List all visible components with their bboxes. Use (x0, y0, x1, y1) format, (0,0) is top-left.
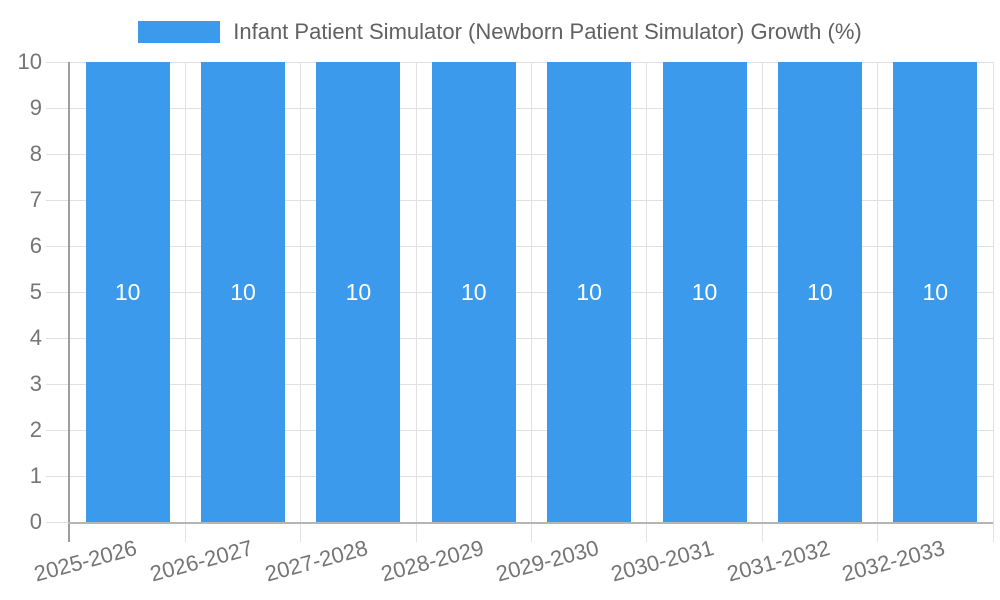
bar-value-label: 10 (807, 278, 833, 305)
bar[interactable]: 10 (201, 62, 286, 522)
y-tick-label: 6 (29, 233, 42, 258)
bar-value-label: 10 (230, 278, 256, 305)
x-tick-label: 2032-2033 (839, 535, 948, 587)
gridline-horizontal (46, 61, 993, 63)
y-tick-label: 3 (29, 371, 42, 396)
gridline-horizontal (46, 153, 993, 155)
legend-item[interactable]: Infant Patient Simulator (Newborn Patien… (0, 19, 1000, 45)
x-tick-label: 2031-2032 (724, 535, 833, 587)
y-tick-label: 2 (29, 417, 42, 442)
gridline-vertical (992, 62, 994, 542)
y-tick-label: 4 (29, 325, 42, 350)
bar[interactable]: 10 (547, 62, 632, 522)
x-axis-line (68, 522, 993, 524)
y-tick-label: 1 (29, 463, 42, 488)
bar[interactable]: 10 (85, 62, 170, 522)
bar-value-label: 10 (461, 278, 487, 305)
bar-value-label: 10 (922, 278, 949, 305)
x-tick-label: 2029-2030 (493, 535, 602, 587)
gridline-horizontal (46, 429, 993, 431)
y-tick-label: 8 (29, 141, 42, 166)
x-tick-label: 2028-2029 (377, 535, 487, 587)
gridline-horizontal (46, 475, 993, 477)
gridline-horizontal (46, 337, 993, 339)
gridline-vertical (761, 62, 763, 542)
bar-value-label: 10 (691, 278, 718, 305)
x-tick-label: 2025-2026 (31, 535, 140, 587)
bar[interactable]: 10 (431, 62, 516, 522)
y-axis-line (68, 62, 70, 542)
bar[interactable]: 10 (777, 62, 862, 522)
y-tick-label: 0 (29, 509, 42, 534)
bar-value-label: 10 (345, 278, 372, 305)
x-tick-label: 2030-2031 (608, 535, 717, 587)
y-tick-label: 10 (17, 49, 42, 74)
bar-value-label: 10 (576, 278, 602, 305)
y-tick-label: 9 (29, 95, 42, 120)
bar-value-label: 10 (114, 278, 141, 305)
gridline-vertical (646, 62, 648, 542)
legend-swatch (138, 21, 221, 43)
gridline-vertical (877, 62, 879, 542)
gridline-vertical (415, 62, 417, 542)
gridline-horizontal (46, 107, 993, 109)
bar[interactable]: 10 (316, 62, 401, 522)
gridline-vertical (531, 62, 532, 542)
bar[interactable]: 10 (662, 62, 747, 522)
gridline-horizontal (46, 245, 993, 247)
gridline-vertical (184, 62, 186, 542)
bar[interactable]: 10 (893, 62, 978, 522)
gridline-horizontal (46, 291, 993, 293)
legend-label: Infant Patient Simulator (Newborn Patien… (233, 19, 862, 44)
y-tick-label: 7 (29, 187, 42, 212)
y-tick-label: 5 (29, 279, 42, 304)
gridline-horizontal (46, 383, 993, 385)
x-tick-label: 2026-2027 (147, 535, 256, 587)
gridline-vertical (300, 62, 302, 542)
x-tick-label: 2027-2028 (262, 535, 371, 587)
gridline-horizontal (46, 199, 993, 201)
